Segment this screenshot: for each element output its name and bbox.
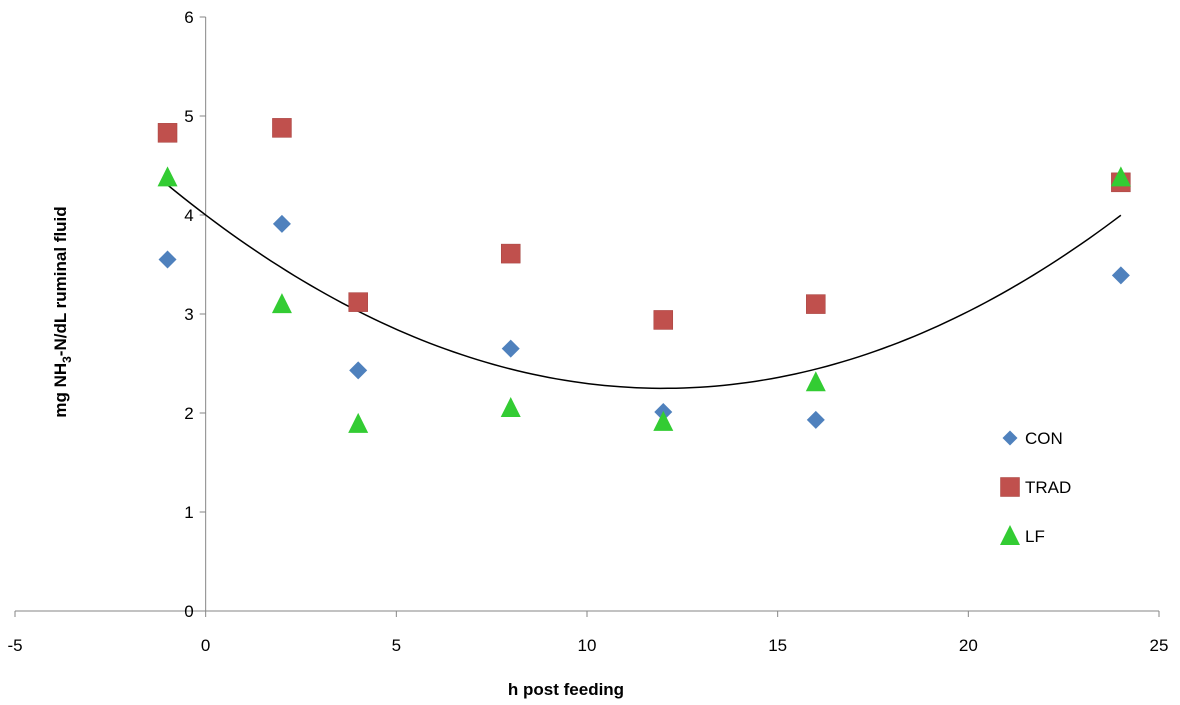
lf-point: [1110, 166, 1131, 187]
y-tick-label: 6: [184, 8, 193, 27]
trendline-group: [167, 184, 1122, 390]
con-point: [272, 214, 291, 233]
legend-marker-trad: [1000, 477, 1020, 497]
con-point: [1111, 266, 1130, 285]
trad-point: [806, 294, 826, 314]
x-tick-label: 15: [768, 636, 787, 655]
legend-label-lf: LF: [1025, 527, 1045, 546]
data-points: [157, 118, 1131, 433]
series-con: [158, 214, 1130, 429]
y-tick-label: 5: [184, 107, 193, 126]
y-tick-label: 0: [184, 602, 193, 621]
y-axis-title: mg NH3-N/dL ruminal fluid: [51, 206, 74, 417]
lf-point: [348, 412, 369, 433]
lf-point: [653, 410, 674, 431]
legend-marker-lf: [1000, 525, 1020, 545]
trad-point: [653, 310, 674, 330]
con-point: [349, 361, 368, 380]
axes: -5 0 5 10 15 20 25 0 1 2 3 4 5 6: [7, 8, 1168, 655]
lf-point: [805, 371, 826, 392]
trad-point: [500, 243, 521, 264]
con-point: [158, 250, 177, 269]
legend-marker-con: [1002, 430, 1018, 446]
lf-point: [271, 293, 292, 314]
y-tick-label: 1: [184, 503, 193, 522]
y-tick-label: 3: [184, 305, 193, 324]
con-point: [501, 339, 520, 358]
legend: CON TRAD LF: [1000, 429, 1071, 546]
series-trad: [157, 118, 1131, 330]
trad-point: [272, 118, 292, 138]
y-axis-title-subscript: 3: [60, 356, 74, 363]
lf-point: [500, 397, 521, 418]
x-tick-label: 25: [1150, 636, 1169, 655]
x-axis-title: h post feeding: [508, 680, 624, 699]
trendline: [167, 184, 1122, 390]
trad-point: [157, 123, 178, 143]
y-axis-title-suffix: -N/dL ruminal fluid: [51, 206, 70, 356]
x-tick-label: 10: [578, 636, 597, 655]
legend-item-trad: TRAD: [1000, 477, 1071, 497]
y-tick-label: 2: [184, 404, 193, 423]
trad-point: [348, 292, 368, 312]
x-tick-label: 5: [392, 636, 401, 655]
legend-label-trad: TRAD: [1025, 478, 1071, 497]
legend-item-lf: LF: [1000, 525, 1045, 546]
x-tick-label: 20: [959, 636, 978, 655]
x-tick-label: -5: [7, 636, 22, 655]
con-point: [806, 410, 825, 429]
legend-label-con: CON: [1025, 429, 1063, 448]
series-lf: [157, 166, 1131, 433]
lf-point: [157, 166, 178, 187]
y-tick-label: 4: [184, 206, 193, 225]
x-tick-label: 0: [201, 636, 210, 655]
y-axis-title-prefix: mg NH: [51, 363, 70, 418]
legend-item-con: CON: [1002, 429, 1063, 448]
